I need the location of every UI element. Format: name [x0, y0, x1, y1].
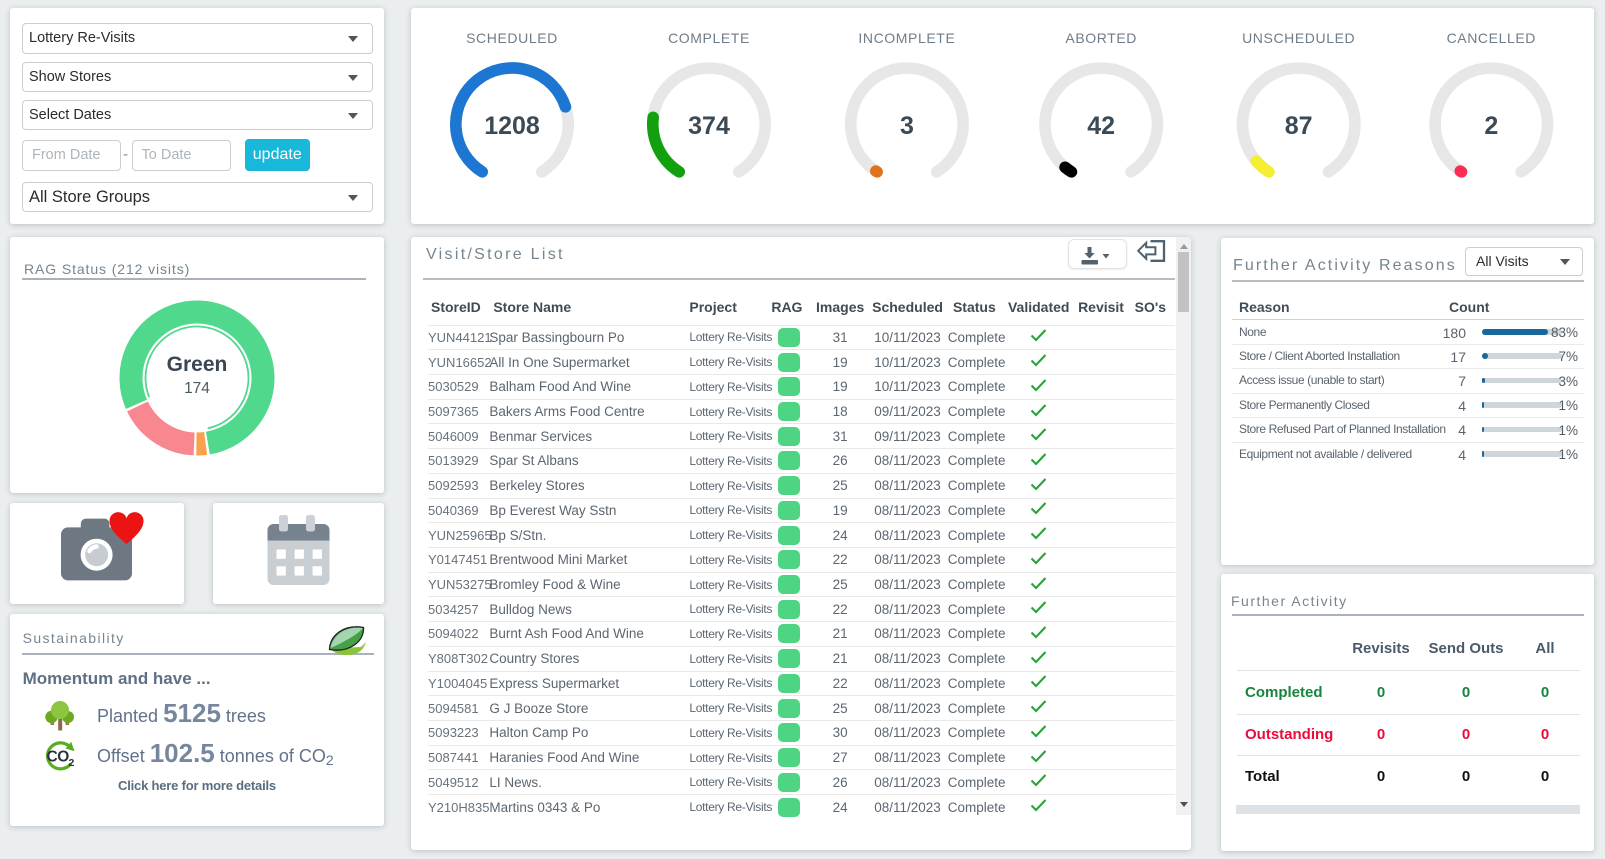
svg-text:2: 2	[69, 757, 75, 769]
svg-text:CO: CO	[47, 749, 70, 766]
